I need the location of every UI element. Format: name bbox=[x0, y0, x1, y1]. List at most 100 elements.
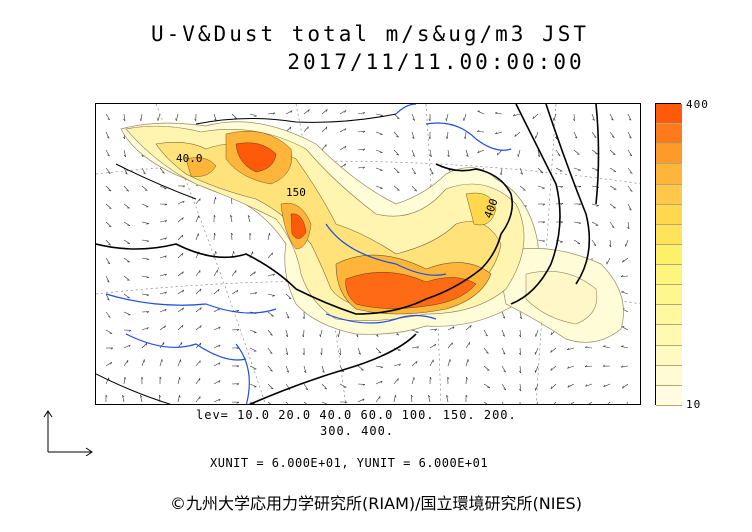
wind-arrow-head bbox=[532, 116, 534, 119]
wind-arrow-head bbox=[200, 325, 202, 328]
wind-arrow-head bbox=[629, 208, 632, 211]
wind-arrow-head bbox=[416, 346, 420, 349]
wind-arrow bbox=[157, 113, 161, 121]
wind-arrow bbox=[584, 365, 593, 368]
wind-arrow bbox=[105, 311, 111, 318]
wind-arrow bbox=[285, 293, 292, 299]
wind-arrow-head bbox=[182, 271, 184, 275]
wind-arrow bbox=[476, 131, 485, 133]
wind-arrow bbox=[159, 220, 167, 223]
wind-arrow-head bbox=[231, 232, 234, 236]
wind-arrow-head bbox=[449, 359, 451, 362]
wind-arrow bbox=[338, 329, 341, 337]
wind-arrow-head bbox=[542, 187, 545, 189]
wind-arrow-head bbox=[213, 214, 216, 218]
wind-arrow bbox=[375, 380, 383, 385]
wind-arrow bbox=[465, 359, 469, 367]
wind-arrow bbox=[514, 131, 521, 137]
wind-arrow-head bbox=[247, 215, 251, 218]
wind-arrow-head bbox=[550, 368, 552, 371]
wind-arrow-head bbox=[230, 215, 233, 218]
wind-arrow-head bbox=[128, 330, 132, 332]
wind-arrow-head bbox=[622, 385, 624, 389]
wind-arrow bbox=[375, 365, 383, 368]
wind-arrow-head bbox=[105, 394, 108, 398]
wind-arrow bbox=[591, 113, 595, 121]
wind-arrow bbox=[249, 271, 256, 277]
wind-arrow bbox=[411, 167, 417, 175]
wind-arrow bbox=[609, 221, 615, 228]
wind-arrow-head bbox=[586, 403, 588, 404]
wind-arrow bbox=[501, 329, 505, 337]
wind-arrow-head bbox=[486, 369, 490, 371]
wind-arrow bbox=[123, 293, 130, 299]
wind-arrow-head bbox=[286, 316, 290, 319]
wind-arrow bbox=[429, 167, 434, 175]
wind-arrow bbox=[570, 401, 575, 404]
wind-arrow-head bbox=[500, 172, 502, 176]
wind-arrow bbox=[357, 347, 361, 355]
wind-arrow bbox=[591, 239, 597, 246]
wind-arrow bbox=[627, 113, 632, 121]
wind-arrow bbox=[267, 365, 273, 372]
wind-arrow-head bbox=[124, 376, 126, 380]
wind-arrow-head bbox=[572, 118, 575, 122]
wind-arrow bbox=[249, 329, 257, 333]
wind-arrow bbox=[123, 113, 126, 121]
wind-arrow-head bbox=[337, 334, 339, 337]
dust-map: 40.0 150 400 bbox=[96, 104, 640, 404]
wind-arrow-head bbox=[592, 118, 595, 121]
wind-arrow bbox=[603, 346, 611, 349]
wind-arrow-head bbox=[107, 154, 110, 157]
wind-arrow-head bbox=[236, 401, 240, 404]
wind-arrow bbox=[603, 383, 611, 388]
wind-arrow-head bbox=[495, 131, 498, 135]
colorbar-swatch bbox=[656, 265, 682, 286]
wind-arrow bbox=[159, 291, 167, 295]
wind-arrow-head bbox=[540, 171, 544, 174]
wind-arrow bbox=[105, 329, 113, 334]
wind-arrow bbox=[555, 149, 561, 156]
wind-arrow-head bbox=[413, 377, 415, 380]
wind-arrow-head bbox=[428, 136, 431, 140]
wind-arrow-head bbox=[518, 352, 521, 356]
colorbar-swatch bbox=[656, 345, 682, 366]
wind-arrow-head bbox=[302, 352, 305, 356]
wind-arrow bbox=[213, 362, 221, 367]
wind-arrow bbox=[321, 365, 325, 373]
wind-arrow-head bbox=[344, 110, 347, 113]
wind-arrow bbox=[105, 239, 111, 246]
wind-arrow bbox=[267, 273, 275, 277]
wind-arrow-head bbox=[307, 126, 309, 130]
colorbar-swatch bbox=[656, 285, 682, 306]
wind-arrow-head bbox=[338, 352, 341, 356]
wind-arrow-head bbox=[182, 325, 184, 328]
wind-arrow-head bbox=[603, 345, 606, 347]
wind-arrow bbox=[483, 383, 491, 389]
wind-arrow-head bbox=[182, 253, 184, 256]
wind-arrow-head bbox=[272, 273, 275, 277]
wind-arrow bbox=[535, 365, 539, 373]
wind-arrow-head bbox=[108, 207, 112, 209]
wind-arrow bbox=[627, 149, 633, 156]
wind-arrow-head bbox=[303, 370, 307, 373]
wind-arrow-head bbox=[519, 370, 521, 374]
wind-arrow-head bbox=[466, 376, 468, 380]
wind-arrow bbox=[177, 217, 184, 223]
wind-arrow-head bbox=[446, 394, 449, 398]
wind-arrow bbox=[411, 113, 415, 121]
wind-arrow bbox=[321, 144, 327, 151]
wind-arrow bbox=[591, 221, 599, 226]
contour-levels-line1: lev= 10.0 20.0 40.0 60.0 100. 150. 200. bbox=[196, 408, 517, 422]
wind-arrow-head bbox=[502, 316, 506, 319]
wind-arrow bbox=[609, 185, 617, 190]
wind-arrow-head bbox=[344, 128, 347, 131]
wind-arrow-head bbox=[182, 217, 184, 220]
wind-arrow-head bbox=[218, 362, 221, 365]
wind-arrow bbox=[627, 131, 632, 139]
wind-arrow bbox=[627, 185, 633, 192]
wind-arrow bbox=[231, 232, 233, 241]
wind-arrow-head bbox=[362, 130, 366, 133]
wind-arrow bbox=[267, 233, 270, 241]
wind-arrow bbox=[177, 271, 184, 277]
